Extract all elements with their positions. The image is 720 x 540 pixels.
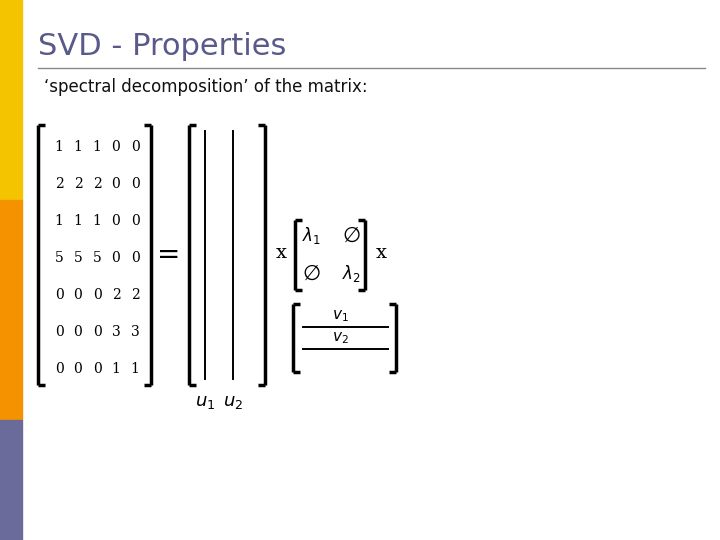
Text: 3: 3 xyxy=(130,325,140,339)
Text: $\varnothing$: $\varnothing$ xyxy=(342,226,360,246)
Text: SVD - Properties: SVD - Properties xyxy=(38,32,287,61)
Text: 0: 0 xyxy=(93,288,102,302)
Text: =: = xyxy=(157,241,181,269)
Text: x: x xyxy=(276,244,287,262)
Text: 0: 0 xyxy=(55,288,63,302)
Text: 0: 0 xyxy=(55,325,63,339)
Text: $\varnothing$: $\varnothing$ xyxy=(302,264,320,284)
Text: $v_1$: $v_1$ xyxy=(332,308,349,323)
Text: 1: 1 xyxy=(112,362,120,376)
Text: 2: 2 xyxy=(73,177,82,191)
Text: 0: 0 xyxy=(73,362,82,376)
Text: 0: 0 xyxy=(130,177,140,191)
Text: x: x xyxy=(376,244,387,262)
Text: $u_2$: $u_2$ xyxy=(223,393,243,411)
Text: 0: 0 xyxy=(112,139,120,153)
Text: $u_1$: $u_1$ xyxy=(195,393,215,411)
Text: 2: 2 xyxy=(55,177,63,191)
Text: 5: 5 xyxy=(73,251,82,265)
Text: 1: 1 xyxy=(93,139,102,153)
Text: 0: 0 xyxy=(55,362,63,376)
Text: $\lambda_1$: $\lambda_1$ xyxy=(302,226,320,246)
Text: $v_2$: $v_2$ xyxy=(332,330,349,346)
Text: 0: 0 xyxy=(93,325,102,339)
Text: ‘spectral decomposition’ of the matrix:: ‘spectral decomposition’ of the matrix: xyxy=(44,78,368,96)
Bar xyxy=(0,200,22,420)
Text: 0: 0 xyxy=(93,362,102,376)
Text: 1: 1 xyxy=(55,214,63,228)
Text: 3: 3 xyxy=(112,325,120,339)
Text: 1: 1 xyxy=(73,139,82,153)
Bar xyxy=(0,0,22,200)
Text: 1: 1 xyxy=(93,214,102,228)
Text: 0: 0 xyxy=(112,177,120,191)
Text: 0: 0 xyxy=(112,251,120,265)
Text: 1: 1 xyxy=(73,214,82,228)
Text: 1: 1 xyxy=(55,139,63,153)
Text: 0: 0 xyxy=(130,214,140,228)
Text: 2: 2 xyxy=(130,288,140,302)
Text: 0: 0 xyxy=(73,288,82,302)
Text: 1: 1 xyxy=(130,362,140,376)
Text: 0: 0 xyxy=(130,251,140,265)
Text: 2: 2 xyxy=(93,177,102,191)
Text: $\lambda_2$: $\lambda_2$ xyxy=(341,264,361,285)
Text: 0: 0 xyxy=(112,214,120,228)
Bar xyxy=(0,420,22,540)
Text: 5: 5 xyxy=(93,251,102,265)
Text: 2: 2 xyxy=(112,288,120,302)
Text: 0: 0 xyxy=(130,139,140,153)
Text: 5: 5 xyxy=(55,251,63,265)
Text: 0: 0 xyxy=(73,325,82,339)
